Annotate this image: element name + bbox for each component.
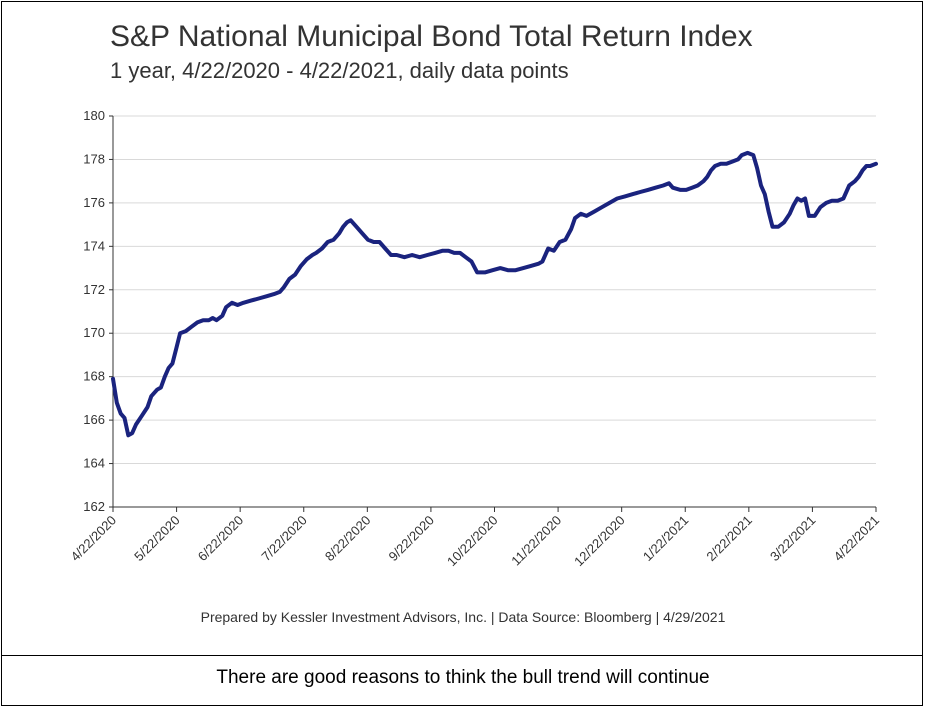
y-tick-label: 172 bbox=[83, 282, 105, 297]
y-tick-label: 164 bbox=[83, 456, 105, 471]
y-tick-label: 178 bbox=[83, 151, 105, 166]
x-tick-label: 1/22/2021 bbox=[640, 513, 692, 565]
x-tick-label: 6/22/2020 bbox=[195, 513, 247, 565]
x-tick-label: 3/22/2021 bbox=[767, 513, 819, 565]
x-tick-label: 11/22/2020 bbox=[508, 513, 564, 569]
chart-subtitle: 1 year, 4/22/2020 - 4/22/2021, daily dat… bbox=[110, 58, 569, 83]
caption-divider bbox=[1, 655, 923, 656]
y-tick-label: 168 bbox=[83, 369, 105, 384]
caption-text: There are good reasons to think the bull… bbox=[216, 667, 710, 688]
y-tick-label: 166 bbox=[83, 412, 105, 427]
grid-layer bbox=[113, 115, 876, 465]
x-tick-label: 7/22/2020 bbox=[258, 513, 310, 565]
series-line bbox=[111, 150, 878, 438]
series-layer bbox=[111, 150, 878, 438]
x-tick-label: 12/22/2020 bbox=[571, 513, 628, 570]
y-tick-label: 174 bbox=[83, 238, 105, 253]
chart-title: S&P National Municipal Bond Total Return… bbox=[110, 20, 753, 53]
y-tick-labels: 162 164 166 168 170 172 174 176 178 180 bbox=[83, 108, 105, 514]
source-note: Prepared by Kessler Investment Advisors,… bbox=[200, 609, 726, 625]
x-tick-label: 10/22/2020 bbox=[444, 513, 501, 570]
x-tick-label: 4/22/2020 bbox=[68, 513, 120, 565]
y-tick-label: 176 bbox=[83, 195, 105, 210]
x-tick-label: 8/22/2020 bbox=[322, 513, 374, 565]
y-tick-label: 180 bbox=[83, 108, 105, 123]
x-tick-label: 5/22/2020 bbox=[131, 513, 183, 565]
x-tick-label: 2/22/2021 bbox=[703, 513, 755, 565]
x-tick-labels: 4/22/2020 5/22/2020 6/22/2020 7/22/2020 8/22… bbox=[68, 513, 883, 570]
y-tick-label: 162 bbox=[83, 499, 105, 514]
axis-layer bbox=[109, 115, 877, 512]
x-tick-label: 4/22/2021 bbox=[831, 513, 883, 565]
x-tick-label: 9/22/2020 bbox=[386, 513, 438, 565]
y-tick-label: 170 bbox=[83, 325, 105, 340]
